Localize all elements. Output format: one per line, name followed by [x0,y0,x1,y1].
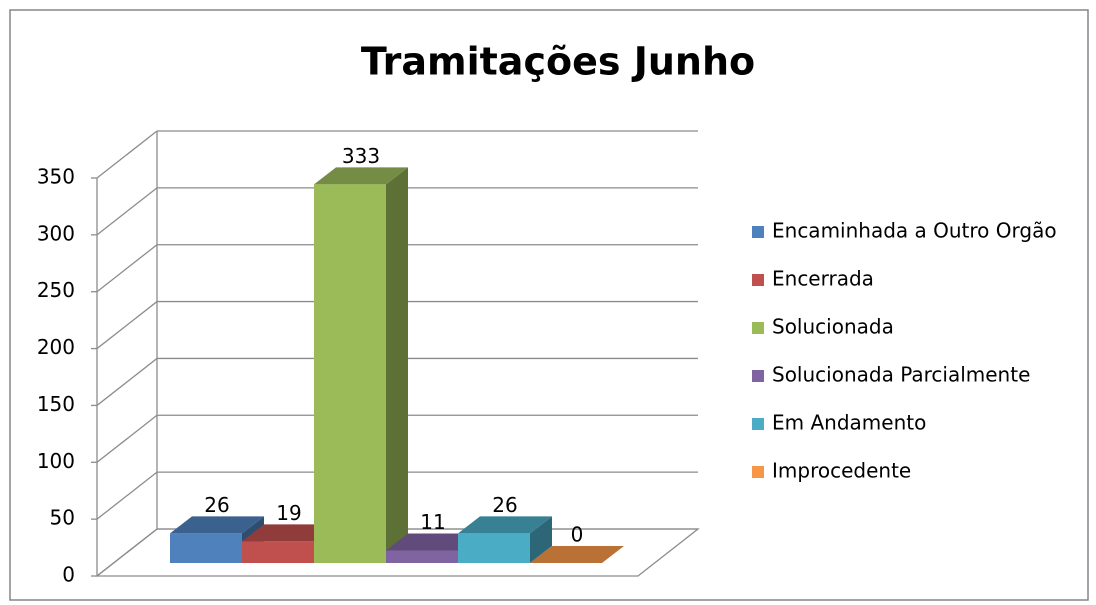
legend-label: Encaminhada a Outro Orgão [772,219,1057,243]
bar-front [386,550,458,563]
grid-line [96,414,158,463]
legend-label: Encerrada [772,267,874,291]
y-tick-label: 200 [37,335,75,359]
value-label: 11 [420,510,445,534]
y-tick-label: 0 [62,563,75,587]
legend-swatch [752,418,764,430]
bar-top [458,516,552,534]
chart-title: Tramitações Junho [361,40,755,84]
y-tick-label: 150 [37,392,75,416]
value-label: 333 [342,144,380,168]
legend-swatch [752,466,764,478]
grid-line [96,244,158,293]
legend-swatch [752,370,764,382]
y-tick-label: 250 [37,278,75,302]
y-tick-label: 100 [37,449,75,473]
y-tick-label: 300 [37,221,75,245]
legend-swatch [752,322,764,334]
value-label: 26 [204,493,229,517]
chart-border [9,9,1089,601]
bar-front [314,184,386,563]
value-label: 26 [492,493,517,517]
bar-top [242,524,336,542]
grid-line [96,187,158,236]
bar-front [458,533,530,563]
bar-front [242,541,314,563]
legend-label: Improcedente [772,459,911,483]
grid-line [96,130,158,179]
bar [458,516,552,563]
value-label: 0 [571,523,584,547]
bar-top [314,167,408,185]
bar-top [386,533,480,551]
legend-swatch [752,274,764,286]
legend-swatch [752,226,764,238]
grid-line [96,301,158,350]
bar-top [530,546,624,563]
y-tick-label: 350 [37,165,75,189]
value-label: 19 [276,501,301,525]
legend-label: Em Andamento [772,411,926,435]
bar [530,546,624,563]
legend-label: Solucionada Parcialmente [772,363,1030,387]
y-tick-label: 50 [50,506,75,530]
bar-side [386,167,408,564]
bar-top [170,516,264,534]
legend-label: Solucionada [772,315,894,339]
bar-side [530,516,552,563]
grid-line [96,357,158,406]
grid-line [96,471,158,520]
bar-front [170,533,242,563]
bar [314,167,408,564]
grid-line [96,528,158,577]
